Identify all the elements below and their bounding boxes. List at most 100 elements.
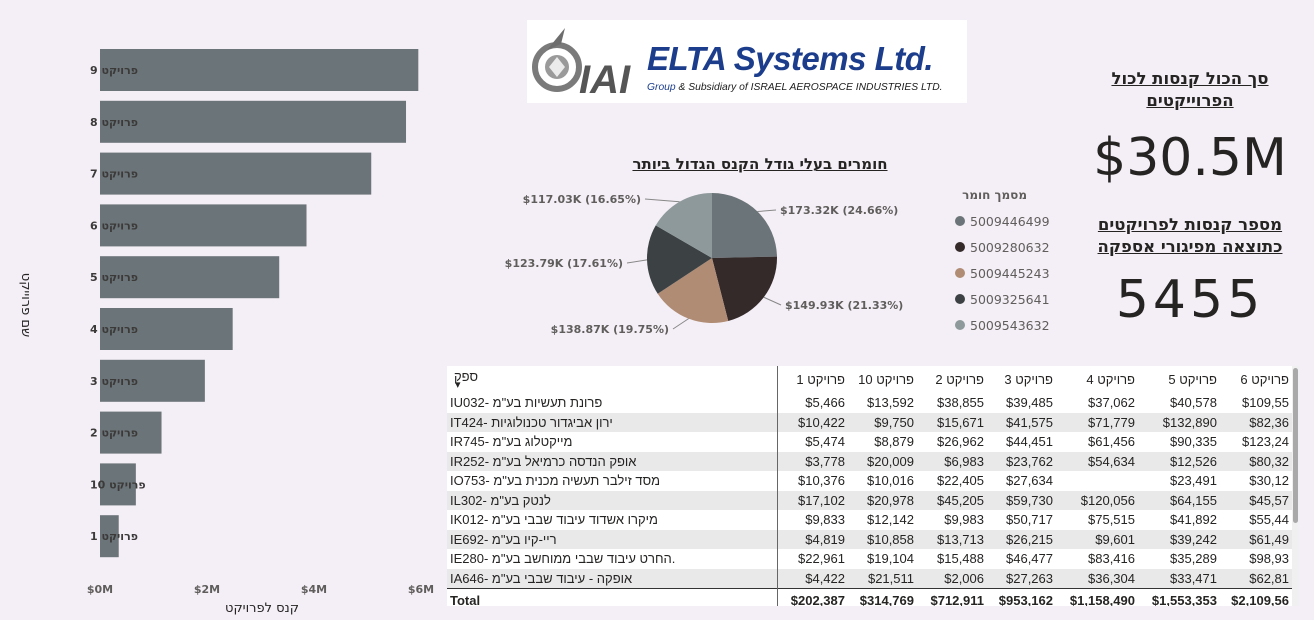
fine-cell: $22,961 (798, 551, 845, 567)
legend-label: 5009543632 (970, 317, 1050, 333)
supplier-cell: IO753- מסד זילבר תעשיה מכנית בע"מ (447, 471, 778, 491)
x-axis-title: קנס לפרויקט (225, 601, 299, 616)
legend-label: 5009325641 (970, 291, 1050, 307)
legend-item[interactable]: 5009445243 (955, 260, 1050, 286)
fine-cell: $41,892 (1170, 512, 1217, 528)
table-row[interactable]: IR745- מייקטלוג בע"מ $5,474 $8,879 $26,962 $… (447, 432, 1292, 452)
pie-leader-line (626, 259, 648, 264)
fine-cell: $80,32 (1220, 451, 1292, 471)
supplier-cell: IE692- ריי-קיו בע"מ (447, 529, 778, 549)
fine-cell: $132,890 (1138, 412, 1220, 432)
column-header-project[interactable]: פרויקט 1 (796, 372, 845, 387)
fine-cell: $9,833 (805, 512, 845, 528)
column-header-supplier[interactable]: ספק ▾ (447, 366, 778, 393)
legend-item[interactable]: 5009543632 (955, 312, 1050, 338)
pie-legend-title: מסמך חומר (962, 188, 1027, 202)
fine-cell: $9,750 (848, 412, 917, 432)
supplier-cell: IT424- ירון אביגדור טכנולוגיות (447, 412, 778, 432)
pie-data-label: $138.87K (19.75%) (551, 323, 669, 336)
table-scroll-thumb[interactable] (1293, 368, 1298, 523)
column-header-project[interactable]: פרויקט 2 (935, 372, 984, 387)
pie-leader-line (757, 209, 777, 213)
fine-cell: $59,730 (987, 490, 1056, 510)
fine-cell: $71,779 (1056, 412, 1138, 432)
supplier-project-matrix[interactable]: ספק ▾ פרויקט 1 פרויקט 10 פרויקט 2 פרויקט 3 פרו… (447, 366, 1299, 606)
logo-tagline: Group & Subsidiary of ISRAEL AEROSPACE I… (647, 82, 943, 93)
legend-swatch (955, 320, 965, 330)
table-row[interactable]: IE280- החרט עיבוד שבבי ממוחשב בע"מ. $22,9… (447, 549, 1292, 569)
total-cell: $314,769 (848, 588, 917, 606)
table-scrollbar[interactable] (1292, 366, 1299, 606)
pie-data-label: $173.32K (24.66%) (780, 204, 898, 217)
column-header-project[interactable]: פרויקט 3 (1004, 372, 1053, 387)
fine-cell: $45,57 (1220, 490, 1292, 510)
fine-cell: $23,491 (1170, 473, 1217, 489)
legend-swatch (955, 268, 965, 278)
table-row[interactable]: IT424- ירון אביגדור טכנולוגיות $10,422 $9,… (447, 412, 1292, 432)
table-row[interactable]: IE692- ריי-קיו בע"מ $4,819 $10,858 $13,713 $… (447, 529, 1292, 549)
supplier-cell: IE280- החרט עיבוד שבבי ממוחשב בע"מ. (447, 549, 778, 569)
table-row[interactable]: IK012- מיקרו אשדוד עיבוד שבבי בע"מ $9,833… (447, 510, 1292, 530)
legend-item[interactable]: 5009325641 (955, 286, 1050, 312)
legend-label: 5009446499 (970, 213, 1050, 229)
table-row[interactable]: IO753- מסד זילבר תעשיה מכנית בע"מ $10,376… (447, 471, 1292, 491)
bar-7 (100, 359, 205, 402)
fine-cell: $27,263 (987, 568, 1056, 589)
total-cell: $1,158,490 (1056, 588, 1138, 606)
fine-cell: $30,12 (1249, 473, 1289, 489)
pie-legend: מסמך חומר 5009446499 5009280632 5009445243… (955, 188, 1050, 338)
fine-cell: $26,962 (937, 434, 984, 450)
fine-cell: $4,819 (777, 529, 848, 549)
supplier-header-label: ספק (454, 369, 478, 384)
total-cell: $953,162 (987, 588, 1056, 606)
fine-cell: $8,879 (874, 434, 914, 450)
fine-cell: $35,289 (1170, 551, 1217, 567)
fine-cell: $13,713 (917, 529, 987, 549)
pie-slice-1 (712, 193, 777, 258)
column-header-project[interactable]: פרויקט 10 (858, 372, 914, 387)
supplier-cell: IL302- לנטק בע"מ (447, 490, 778, 510)
column-header-project[interactable]: פרויקט 4 (1086, 372, 1135, 387)
pie-slice-4 (647, 225, 712, 294)
column-header-project[interactable]: פרויקט 5 (1168, 372, 1217, 387)
legend-swatch (955, 242, 965, 252)
pie-slice-3 (657, 258, 729, 323)
fine-cell: $40,578 (1170, 395, 1217, 411)
fines-count-card-title: מספר קנסות לפרויקטים כתוצאה מפיגורי אספק… (1097, 215, 1283, 256)
sort-descending-icon[interactable]: ▾ (455, 379, 461, 391)
table-row[interactable]: IU032- פרונת תעשיות בע"מ $5,466 $13,592 $38… (447, 393, 1292, 413)
fine-cell: $22,405 (937, 473, 984, 489)
fine-cell: $33,471 (1138, 568, 1220, 589)
legend-label: 5009280632 (970, 239, 1050, 255)
pie-data-label: $149.93K (21.33%) (785, 299, 903, 312)
table-row[interactable]: IL302- לנטק בע"מ $17,102 $20,978 $45,205 $59… (447, 490, 1292, 510)
bar-3 (100, 152, 372, 195)
table-row[interactable]: IR252- אופק הנדסה כרמיאל בע"מ $3,778 $20,0… (447, 451, 1292, 471)
fine-cell: $12,142 (867, 512, 914, 528)
fine-cell: $50,717 (1006, 512, 1053, 528)
table-total-row: Total $202,387 $314,769 $712,911 $953,162 $1,… (447, 588, 1292, 606)
column-header-project[interactable]: פרויקט 6 (1240, 372, 1289, 387)
fine-cell: $15,671 (917, 412, 987, 432)
legend-item[interactable]: 5009446499 (955, 208, 1050, 234)
supplier-cell: IU032- פרונת תעשיות בע"מ (447, 393, 778, 413)
total-fines-card-value: $30.5M (1093, 128, 1287, 188)
x-tick-label: $4M (301, 583, 327, 596)
fine-cell: $64,155 (1138, 490, 1220, 510)
fine-cell: $20,978 (848, 490, 917, 510)
fine-cell: $20,009 (848, 451, 917, 471)
fine-cell: $109,55 (1242, 395, 1289, 411)
fine-cell: $36,304 (1056, 568, 1138, 589)
bar-9 (100, 463, 136, 506)
fines-count-card-value: 5455 (1115, 270, 1265, 330)
bar-category-label: פרויקט 3 (90, 375, 138, 388)
bar-4 (100, 204, 307, 247)
fine-cell (1056, 471, 1138, 491)
legend-item[interactable]: 5009280632 (955, 234, 1050, 260)
bar-5 (100, 256, 280, 299)
table-row[interactable]: IA646- אופקה - עיבוד שבבי בע"מ $4,422 $21,… (447, 568, 1292, 589)
supplier-cell: IR745- מייקטלוג בע"מ (447, 432, 778, 452)
bar-category-label: פרויקט 4 (90, 323, 138, 336)
fine-cell: $37,062 (1088, 395, 1135, 411)
fine-cell: $90,335 (1170, 434, 1217, 450)
